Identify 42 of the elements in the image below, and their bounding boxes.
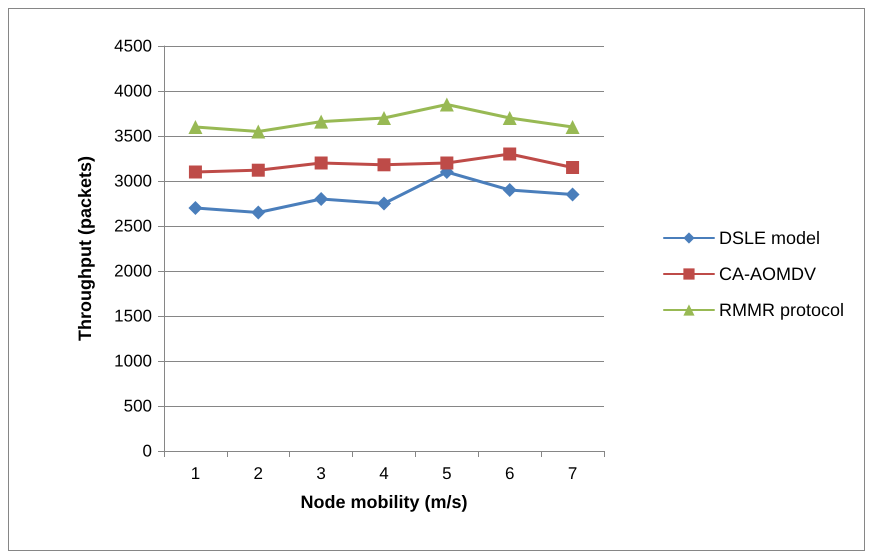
y-tick-label: 1000 <box>114 352 152 370</box>
legend-label: CA-AOMDV <box>718 264 816 284</box>
point <box>188 120 202 134</box>
y-axis-title: Throughput (packets) <box>75 156 95 341</box>
x-tick-label: 6 <box>504 464 514 483</box>
point <box>566 120 580 134</box>
point <box>314 156 328 170</box>
point <box>188 166 202 178</box>
legend-label: RMMR protocol <box>718 300 844 320</box>
x-tick-label: 5 <box>442 464 452 483</box>
point <box>377 111 391 125</box>
x-axis-title: Node mobility (m/s) <box>300 492 468 512</box>
point <box>502 183 517 197</box>
point <box>440 156 454 170</box>
point <box>440 98 454 112</box>
y-tick-label: 3500 <box>114 126 152 146</box>
x-tick-label: 1 <box>190 464 200 483</box>
y-tick-label: 2500 <box>114 216 152 236</box>
y-tick-label: 4000 <box>114 82 152 100</box>
point <box>188 201 202 215</box>
legend-label: DSLE model <box>718 228 820 248</box>
x-tick-label: 2 <box>254 464 264 483</box>
y-tick-label: 1500 <box>114 306 152 326</box>
point <box>377 196 391 210</box>
y-tick-label: 500 <box>124 396 152 416</box>
y-tick-label: 2000 <box>114 262 152 280</box>
y-tick-label: 4500 <box>114 36 152 56</box>
point <box>314 192 328 206</box>
point <box>251 124 266 138</box>
x-tick-label: 4 <box>379 464 389 483</box>
point <box>378 158 390 172</box>
point <box>314 114 328 129</box>
point <box>502 111 517 125</box>
x-tick-label: 3 <box>316 464 326 483</box>
point <box>251 206 266 220</box>
point <box>252 164 265 177</box>
y-tick-label: 3000 <box>114 172 152 190</box>
y-tick-label: 0 <box>142 442 152 460</box>
point <box>566 161 580 174</box>
x-tick-label: 7 <box>568 464 578 483</box>
point <box>503 148 516 160</box>
point <box>566 188 580 202</box>
